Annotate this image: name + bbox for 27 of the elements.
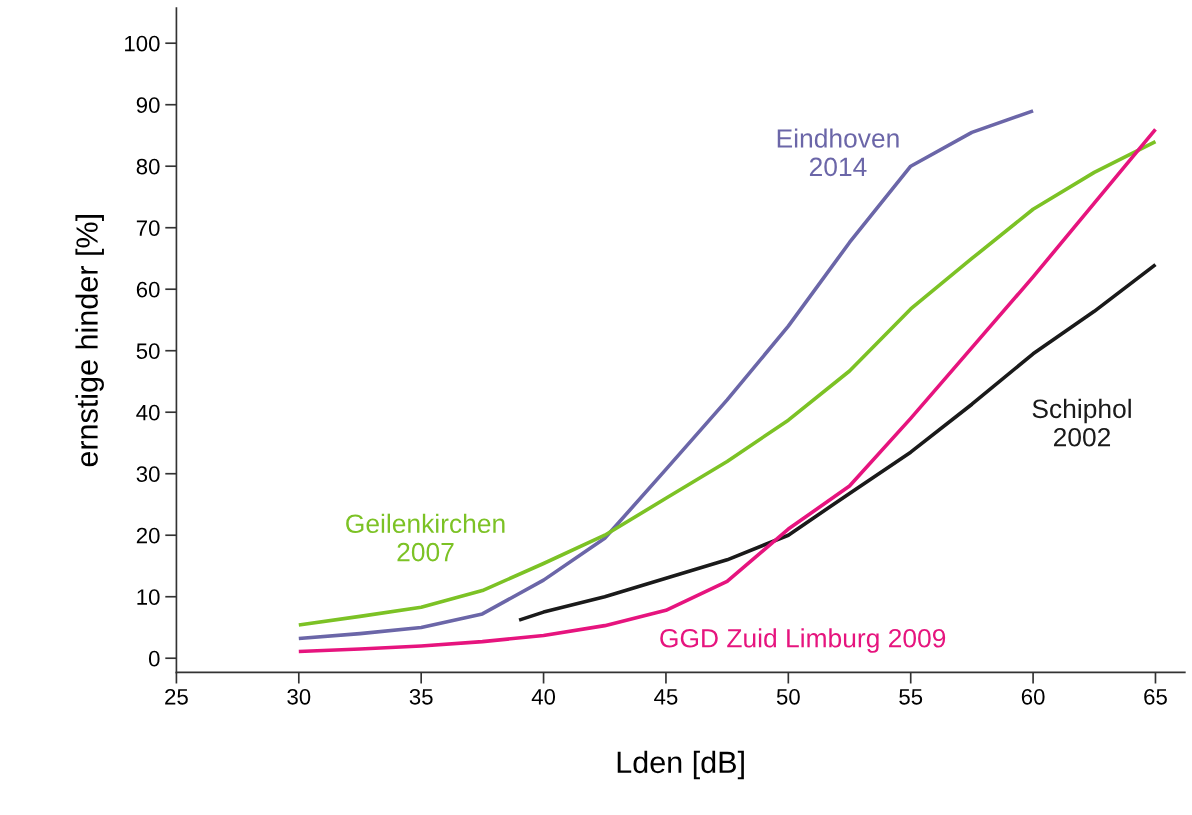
x-tick-label: 55 bbox=[899, 689, 923, 705]
series-label: GGD Zuid Limburg 2009 bbox=[660, 628, 946, 653]
y-tick-label: 10 bbox=[137, 589, 160, 605]
x-tick-label: 35 bbox=[409, 688, 433, 705]
x-tick-label: 65 bbox=[1144, 688, 1167, 705]
y-tick-label: 40 bbox=[136, 404, 160, 421]
x-tick-label: 45 bbox=[654, 689, 678, 705]
series-label: Eindhoven 2014 bbox=[777, 128, 899, 177]
y-tick-label: 20 bbox=[136, 527, 160, 544]
y-tick-label: 60 bbox=[136, 281, 160, 298]
x-tick-label: 25 bbox=[165, 688, 188, 705]
y-tick-label: 90 bbox=[136, 97, 160, 113]
y-tick-label: 50 bbox=[136, 343, 160, 359]
x-tick-label: 30 bbox=[287, 688, 311, 705]
y-tick-label: 70 bbox=[136, 220, 160, 236]
x-tick-label: 60 bbox=[1021, 688, 1045, 705]
series-label: Schiphol 2002 bbox=[1032, 398, 1131, 447]
series-label: Geilenkirchen 2007 bbox=[346, 513, 505, 562]
y-tick-label: 0 bbox=[148, 650, 160, 667]
x-tick-label: 50 bbox=[776, 688, 800, 705]
y-tick-label: 100 bbox=[125, 35, 160, 52]
y-axis-title: ernstige hinder [%] bbox=[75, 215, 104, 467]
x-axis-title: Lden [dB] bbox=[617, 750, 744, 780]
line-series bbox=[517, 262, 1158, 622]
y-tick-label: 80 bbox=[136, 158, 160, 175]
x-tick-label: 40 bbox=[531, 688, 556, 705]
y-tick-label: 30 bbox=[136, 466, 160, 482]
